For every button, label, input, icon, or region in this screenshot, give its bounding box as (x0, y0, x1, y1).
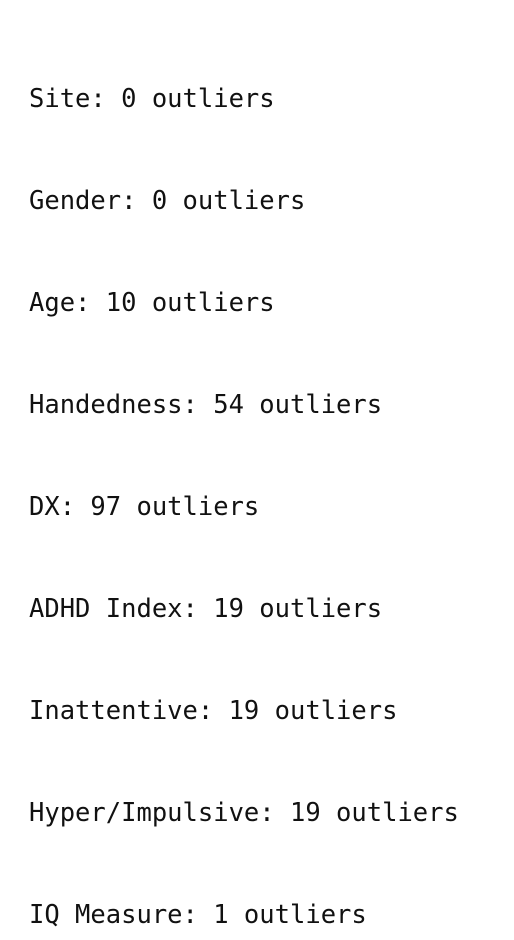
outlier-line-iq-measure: IQ Measure: 1 outliers (29, 900, 367, 930)
outlier-line-age: Age: 10 outliers (29, 288, 275, 318)
outlier-line-gender: Gender: 0 outliers (29, 186, 306, 216)
outlier-line-inattentive: Inattentive: 19 outliers (29, 696, 398, 726)
outlier-line-hyper-impulsive: Hyper/Impulsive: 19 outliers (29, 798, 459, 828)
outlier-line-dx: DX: 97 outliers (29, 492, 260, 522)
outlier-line-site: Site: 0 outliers (29, 84, 275, 114)
outlier-line-adhd-index: ADHD Index: 19 outliers (29, 594, 383, 624)
outlier-report-output: Site: 0 outliers Gender: 0 outliers Age:… (29, 14, 459, 940)
outlier-line-handedness: Handedness: 54 outliers (29, 390, 383, 420)
